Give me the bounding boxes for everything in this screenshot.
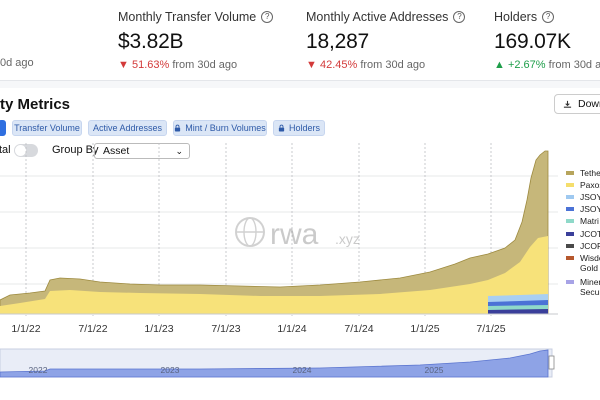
legend-swatch <box>566 183 574 187</box>
panel-title: ty Metrics <box>0 96 71 113</box>
x-tick: 1/1/22 <box>11 323 40 335</box>
tab-label: Holders <box>288 123 320 133</box>
legend-item[interactable]: Wisdo Gold <box>566 253 600 273</box>
stat-monthly-transfer-volume: Monthly Transfer Volume? $3.82B ▼ 51.63%… <box>118 10 274 71</box>
change-percent: 42.45% <box>319 59 358 71</box>
download-icon <box>563 100 572 108</box>
x-tick: 1/1/25 <box>410 323 439 335</box>
toggle-label: tal <box>0 144 11 156</box>
navigator-handle[interactable] <box>548 355 555 370</box>
legend-swatch <box>566 244 574 248</box>
legend-label: Miner Secur <box>580 277 600 297</box>
globe-icon <box>235 217 265 247</box>
stat-value: 18,287 <box>306 30 370 53</box>
chevron-down-icon: ⌄ <box>175 146 183 156</box>
download-label: Downl <box>578 98 600 110</box>
stat-holders: Holders? 169.07K ▲ +2.67% from 30d ago <box>494 10 600 71</box>
legend-item[interactable]: JCOT <box>566 229 600 239</box>
area-paxos <box>0 236 548 314</box>
lock-icon <box>175 124 181 132</box>
legend-item[interactable]: Miner Secur <box>566 277 600 297</box>
legend-label: Paxos <box>580 180 600 190</box>
metrics-panel: ty Metrics Downl Transfer Volume Active … <box>0 88 600 400</box>
stats-bar: 0d ago Monthly Transfer Volume? $3.82B ▼… <box>0 0 600 81</box>
tab-label: Transfer Volume <box>14 123 80 133</box>
legend-label: Tethe <box>580 168 600 178</box>
tab-label: Mint / Burn Volumes <box>185 123 266 133</box>
total-toggle[interactable] <box>14 144 38 157</box>
group-by-label: Group By <box>52 144 99 156</box>
legend-label: Wisdo Gold <box>580 253 600 273</box>
change-suffix: from 30d ago <box>172 59 238 71</box>
change-percent: +2.67% <box>507 59 546 71</box>
legend-item[interactable]: JSOY <box>566 204 600 214</box>
legend-label: JCOT <box>580 229 600 239</box>
legend-swatch <box>566 171 574 175</box>
x-tick: 7/1/25 <box>476 323 505 335</box>
legend-item[interactable]: Paxos <box>566 180 600 190</box>
legend-item[interactable]: JCOR <box>566 241 600 251</box>
change-arrow: ▼ <box>306 59 317 71</box>
x-tick: 1/1/23 <box>144 323 173 335</box>
legend-swatch <box>566 280 574 284</box>
change-arrow: ▼ <box>118 59 129 71</box>
tab-holders[interactable]: Holders <box>273 120 325 136</box>
globe-meridian <box>243 217 257 247</box>
tab-active-addresses[interactable]: Active Addresses <box>88 120 167 136</box>
legend-item[interactable]: JSOY <box>566 192 600 202</box>
legend-swatch <box>566 232 574 236</box>
help-icon[interactable]: ? <box>453 11 466 23</box>
change-suffix: from 30d ago <box>360 59 426 71</box>
range-navigator[interactable]: 2022 2023 2024 2025 <box>0 348 555 378</box>
watermark: rwa .xyz <box>235 217 360 251</box>
change-percent: 51.63% <box>131 59 170 71</box>
x-tick: 7/1/24 <box>344 323 373 335</box>
tab-active[interactable] <box>0 120 6 136</box>
x-tick: 7/1/23 <box>211 323 240 335</box>
legend-label: JSOY <box>580 204 600 214</box>
navigator-tick: 2024 <box>293 365 312 375</box>
help-icon[interactable]: ? <box>542 11 555 23</box>
stat-monthly-active-addresses: Monthly Active Addresses? 18,287 ▼ 42.45… <box>306 10 466 71</box>
tab-label: Active Addresses <box>92 123 163 133</box>
watermark-main: rwa <box>270 218 319 251</box>
tab-mint-burn-volumes[interactable]: Mint / Burn Volumes <box>173 120 267 136</box>
partial-change-text: 0d ago <box>0 57 34 69</box>
lock-icon <box>278 124 285 132</box>
navigator-tick: 2023 <box>161 365 180 375</box>
navigator-tick: 2022 <box>29 365 48 375</box>
stat-value: $3.82B <box>118 30 184 53</box>
x-tick: 7/1/22 <box>78 323 107 335</box>
legend-label: JCOR <box>580 241 600 251</box>
legend-item[interactable]: Matri <box>566 216 599 226</box>
legend-swatch <box>566 195 574 199</box>
legend-swatch <box>566 207 574 211</box>
area-jcot <box>488 309 548 314</box>
change-suffix: from 30d ago <box>548 59 600 71</box>
change-arrow: ▲ <box>494 59 505 71</box>
group-by-value: Asset <box>103 145 130 157</box>
download-button[interactable]: Downl <box>554 94 600 114</box>
legend-item[interactable]: Tethe <box>566 168 600 178</box>
x-tick: 1/1/24 <box>277 323 306 335</box>
help-icon[interactable]: ? <box>261 11 274 23</box>
stat-value: 169.07K <box>494 30 571 53</box>
stat-label: Monthly Active Addresses <box>306 10 449 24</box>
legend-label: Matri <box>580 216 599 226</box>
stat-label: Monthly Transfer Volume <box>118 10 257 24</box>
area-chart: rwa .xyz 1/1/22 7/1/22 1/1/23 7/1/23 1/1… <box>0 143 558 378</box>
navigator-tick: 2025 <box>425 365 444 375</box>
stat-label: Holders <box>494 10 538 24</box>
watermark-suffix: .xyz <box>335 231 360 247</box>
tab-transfer-volume[interactable]: Transfer Volume <box>12 120 82 136</box>
legend-label: JSOY <box>580 192 600 202</box>
x-tick-labels: 1/1/22 7/1/22 1/1/23 7/1/23 1/1/24 7/1/2… <box>11 323 505 335</box>
navigator-area <box>0 349 549 378</box>
group-by-select[interactable]: Asset ⌄ <box>94 143 190 159</box>
legend-swatch <box>566 219 574 223</box>
navigator-ticks: 2022 2023 2024 2025 <box>29 365 444 375</box>
legend-swatch <box>566 256 574 260</box>
